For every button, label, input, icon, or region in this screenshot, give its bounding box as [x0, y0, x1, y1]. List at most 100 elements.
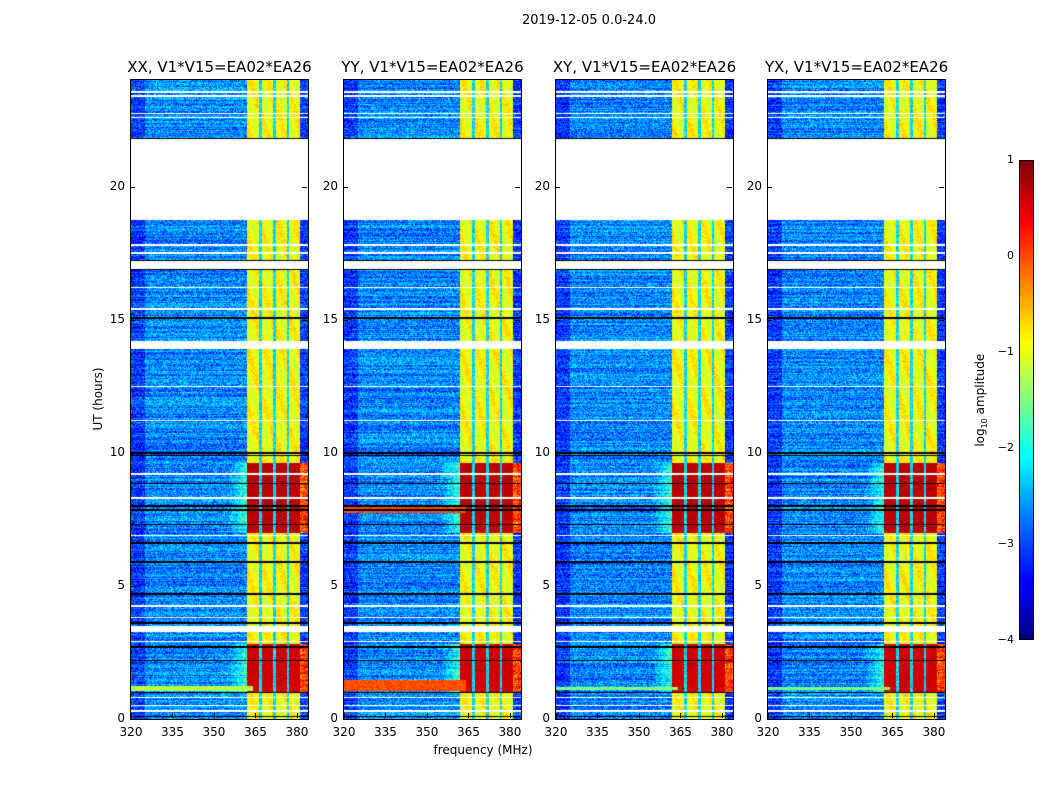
x-tick-label: 320 — [119, 725, 143, 739]
x-tick-label: 335 — [586, 725, 609, 739]
y-tick-mark — [767, 719, 772, 720]
y-tick-mark — [727, 186, 732, 188]
x-axis-label: frequency (MHz) — [433, 743, 533, 757]
y-tick-mark — [515, 585, 520, 587]
y-tick-mark — [767, 585, 772, 587]
y-tick-mark — [302, 319, 307, 321]
y-tick-mark — [343, 186, 348, 188]
waterfall-heatmap — [131, 80, 308, 719]
panel-title: XY, V1*V15=EA02*EA26 — [552, 58, 737, 76]
figure-title: 2019-12-05 0.0-24.0 — [522, 13, 656, 28]
y-tick-label: 15 — [534, 311, 550, 326]
y-tick-label: 15 — [746, 311, 762, 326]
colorbar-label-amplitude: amplitude — [972, 353, 987, 419]
colorbar-tick-label: −2 — [997, 441, 1014, 454]
x-tick-label: 320 — [544, 725, 568, 739]
colorbar-tick-label: −4 — [997, 633, 1014, 646]
x-tick-mark — [468, 713, 470, 718]
x-tick-label: 335 — [798, 725, 821, 739]
panel-yx: YX, V1*V15=EA02*EA26 0 5 10 15 20 320 335 350 365… — [747, 58, 948, 739]
x-tick-mark — [172, 713, 174, 718]
colorbar-tick-label: 0 — [1007, 249, 1014, 262]
y-tick-mark — [727, 452, 732, 454]
colorbar-tick-label: −3 — [997, 537, 1014, 550]
y-tick-label: 5 — [542, 577, 550, 592]
x-tick-label: 350 — [627, 725, 651, 739]
y-tick-mark — [515, 319, 520, 321]
y-tick-mark — [515, 719, 520, 720]
y-tick-mark — [343, 452, 348, 454]
y-tick-mark — [939, 719, 944, 720]
y-tick-mark — [939, 319, 944, 321]
y-tick-mark — [302, 719, 307, 720]
y-tick-mark — [515, 186, 520, 188]
x-tick-mark — [213, 713, 215, 718]
x-tick-mark — [680, 713, 682, 718]
y-tick-label: 10 — [109, 444, 125, 459]
y-tick-label: 10 — [534, 444, 550, 459]
y-tick-mark — [727, 719, 732, 720]
panel-xy: XY, V1*V15=EA02*EA26 0 5 10 15 20 320 335 350 365… — [535, 58, 736, 739]
y-tick-mark — [343, 585, 348, 587]
x-tick-label: 335 — [374, 725, 397, 739]
y-tick-label: 15 — [109, 311, 125, 326]
y-tick-mark — [939, 585, 944, 587]
x-tick-mark — [892, 713, 894, 718]
colorbar — [1019, 160, 1034, 640]
x-tick-label: 380 — [498, 725, 522, 739]
y-tick-label: 10 — [746, 444, 762, 459]
x-tick-label: 350 — [839, 725, 863, 739]
y-tick-label: 0 — [542, 711, 550, 725]
panel-yy: YY, V1*V15=EA02*EA26 0 5 10 15 20 320 335 350 365… — [323, 58, 524, 739]
y-tick-label: 5 — [330, 577, 338, 592]
y-tick-mark — [767, 319, 772, 321]
y-tick-label: 20 — [322, 178, 338, 193]
y-tick-mark — [515, 452, 520, 454]
y-tick-label: 15 — [322, 311, 338, 326]
x-tick-mark — [426, 713, 428, 718]
waterfall-heatmap — [768, 80, 945, 719]
x-tick-mark — [296, 713, 298, 718]
y-tick-mark — [343, 719, 348, 720]
y-tick-mark — [555, 719, 560, 720]
waterfall-heatmap — [556, 80, 733, 719]
x-tick-label: 350 — [202, 725, 226, 739]
panel-xx: XX, V1*V15=EA02*EA26 0 5 10 15 20 320 335 350 365… — [110, 58, 312, 739]
x-tick-label: 380 — [285, 725, 309, 739]
x-tick-mark — [255, 713, 257, 718]
y-tick-mark — [767, 452, 772, 454]
y-tick-label: 0 — [754, 711, 762, 725]
y-tick-mark — [302, 186, 307, 188]
x-tick-label: 365 — [669, 725, 692, 739]
y-tick-label: 20 — [746, 178, 762, 193]
x-tick-mark — [768, 713, 769, 718]
y-tick-mark — [130, 719, 135, 720]
y-tick-label: 20 — [534, 178, 550, 193]
x-tick-mark — [809, 713, 811, 718]
x-tick-label: 380 — [922, 725, 946, 739]
x-tick-label: 365 — [881, 725, 904, 739]
y-tick-mark — [555, 585, 560, 587]
y-tick-mark — [302, 452, 307, 454]
y-tick-mark — [767, 186, 772, 188]
y-tick-label: 5 — [117, 577, 125, 592]
x-tick-label: 350 — [415, 725, 439, 739]
y-tick-label: 0 — [330, 711, 338, 725]
y-tick-label: 0 — [117, 711, 125, 725]
y-tick-mark — [302, 585, 307, 587]
x-tick-mark — [597, 713, 599, 718]
y-tick-mark — [939, 452, 944, 454]
colorbar-label-log: log — [972, 428, 987, 447]
x-tick-mark — [850, 713, 852, 718]
y-tick-label: 20 — [109, 178, 125, 193]
y-tick-mark — [555, 319, 560, 321]
panel-title: YY, V1*V15=EA02*EA26 — [341, 58, 524, 76]
x-tick-label: 365 — [457, 725, 480, 739]
x-tick-label: 335 — [161, 725, 184, 739]
y-tick-label: 5 — [754, 577, 762, 592]
waterfall-heatmap — [344, 80, 521, 719]
colorbar-label-base: 10 — [980, 418, 990, 429]
y-tick-mark — [727, 319, 732, 321]
y-tick-mark — [130, 452, 135, 454]
panel-title: XX, V1*V15=EA02*EA26 — [127, 58, 312, 76]
